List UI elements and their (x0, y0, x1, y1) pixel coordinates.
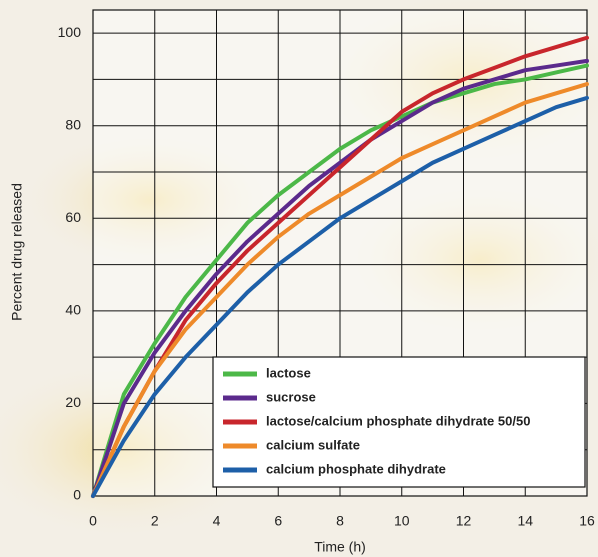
series-line (91, 58, 589, 498)
x-tick-label: 8 (336, 513, 344, 529)
y-tick-label: 0 (73, 487, 81, 503)
y-tick-label: 80 (65, 116, 81, 132)
x-tick-label: 2 (151, 513, 159, 529)
legend-box (212, 356, 586, 488)
series-line (91, 82, 589, 498)
x-axis-label: Time (h) (314, 539, 366, 555)
legend-label: lactose/calcium phosphate dihydrate 50/5… (266, 413, 530, 428)
x-tick-label: 12 (456, 513, 472, 529)
x-tick-label: 16 (579, 513, 595, 529)
y-tick-label: 40 (65, 302, 81, 318)
legend-label: sucrose (266, 389, 316, 404)
background-decoration (20, 130, 280, 270)
series-line (91, 35, 589, 498)
legend-label: lactose (266, 365, 311, 380)
series-line (91, 63, 589, 498)
y-tick-label: 20 (65, 394, 81, 410)
x-tick-label: 10 (394, 513, 410, 529)
legend-label: calcium sulfate (266, 437, 360, 452)
y-tick-label: 60 (65, 209, 81, 225)
x-tick-label: 14 (517, 513, 533, 529)
y-tick-label: 100 (58, 24, 82, 40)
background-decoration (340, 180, 598, 340)
plot-border (92, 9, 588, 497)
x-tick-label: 6 (274, 513, 282, 529)
series-line (91, 95, 589, 498)
y-axis-label: Percent drug released (9, 183, 25, 321)
x-tick-label: 0 (89, 513, 97, 529)
legend-label: calcium phosphate dihydrate (266, 461, 446, 476)
x-tick-label: 4 (213, 513, 221, 529)
